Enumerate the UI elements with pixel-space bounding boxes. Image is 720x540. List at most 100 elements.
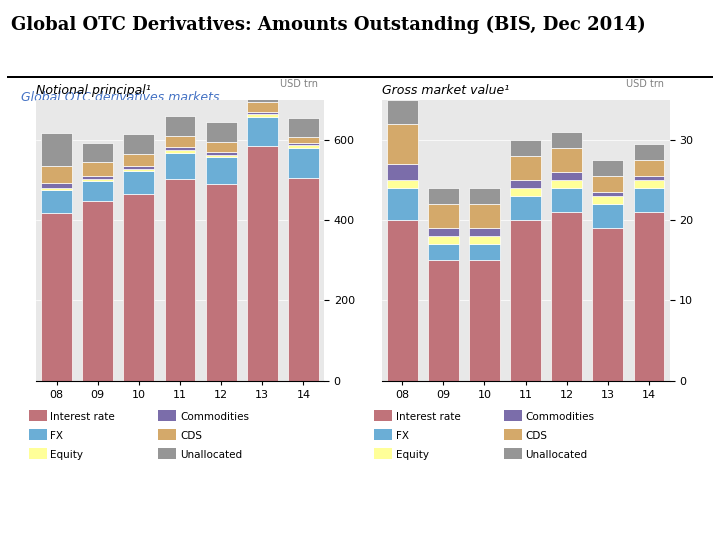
Bar xyxy=(165,147,195,151)
Text: Notional principal¹: Notional principal¹ xyxy=(36,84,150,97)
Bar xyxy=(593,228,624,381)
Bar xyxy=(41,190,72,213)
Bar xyxy=(428,237,459,244)
Text: Gross market value¹: Gross market value¹ xyxy=(382,84,509,97)
Bar xyxy=(634,180,665,188)
Bar xyxy=(288,137,319,143)
Bar xyxy=(123,194,154,381)
Bar xyxy=(247,146,278,381)
Bar xyxy=(634,160,665,176)
Bar xyxy=(288,118,319,137)
Text: USD trn: USD trn xyxy=(626,79,664,89)
Bar xyxy=(247,117,278,146)
Bar xyxy=(510,180,541,188)
Bar xyxy=(469,228,500,237)
Bar xyxy=(510,220,541,381)
Bar xyxy=(165,151,195,153)
Bar xyxy=(510,156,541,180)
Bar xyxy=(552,180,582,188)
Text: Unallocated: Unallocated xyxy=(180,450,242,460)
Bar xyxy=(387,188,418,220)
Bar xyxy=(123,171,154,194)
Bar xyxy=(428,204,459,228)
Bar xyxy=(82,181,113,200)
Bar xyxy=(123,166,154,169)
Text: CDS: CDS xyxy=(526,431,548,441)
Bar xyxy=(634,212,665,381)
Bar xyxy=(206,157,237,184)
Text: Commodities: Commodities xyxy=(180,412,249,422)
Bar xyxy=(634,188,665,212)
Bar xyxy=(387,220,418,381)
Bar xyxy=(510,188,541,196)
Bar xyxy=(41,133,72,166)
Bar xyxy=(206,184,237,381)
Text: Interest rate: Interest rate xyxy=(50,412,115,422)
Bar xyxy=(123,169,154,171)
Bar xyxy=(123,154,154,166)
Bar xyxy=(552,132,582,148)
Bar xyxy=(552,188,582,212)
Bar xyxy=(123,134,154,154)
Text: Global OTC Derivatives: Amounts Outstanding (BIS, Dec 2014): Global OTC Derivatives: Amounts Outstand… xyxy=(11,16,646,35)
Text: USD trn: USD trn xyxy=(280,79,318,89)
Bar xyxy=(41,183,72,188)
Bar xyxy=(247,112,278,114)
Bar xyxy=(82,143,113,163)
Bar xyxy=(552,172,582,180)
Bar xyxy=(82,163,113,176)
Text: Unallocated: Unallocated xyxy=(526,450,588,460)
Bar xyxy=(469,204,500,228)
Bar xyxy=(247,81,278,102)
Bar xyxy=(593,176,624,192)
Bar xyxy=(634,144,665,160)
Text: FX: FX xyxy=(396,431,409,441)
Bar xyxy=(593,204,624,228)
Text: Global OTC derivatives markets: Global OTC derivatives markets xyxy=(22,91,220,104)
Bar xyxy=(247,102,278,112)
Bar xyxy=(165,153,195,179)
Bar xyxy=(288,145,319,148)
Bar xyxy=(165,116,195,136)
Bar xyxy=(387,164,418,180)
Bar xyxy=(593,160,624,176)
Bar xyxy=(469,188,500,204)
Bar xyxy=(288,178,319,381)
Bar xyxy=(634,176,665,180)
Bar xyxy=(428,228,459,237)
Bar xyxy=(428,260,459,381)
Bar xyxy=(82,200,113,381)
Bar xyxy=(428,244,459,260)
Bar xyxy=(469,244,500,260)
Bar xyxy=(387,124,418,164)
Bar xyxy=(552,148,582,172)
Bar xyxy=(165,179,195,381)
Bar xyxy=(593,192,624,196)
Bar xyxy=(593,196,624,204)
Bar xyxy=(510,196,541,220)
Bar xyxy=(387,180,418,188)
Bar xyxy=(206,123,237,141)
Bar xyxy=(165,136,195,147)
Bar xyxy=(288,143,319,145)
Bar xyxy=(288,148,319,178)
Bar xyxy=(247,114,278,117)
Text: Equity: Equity xyxy=(396,450,429,460)
Text: FX: FX xyxy=(50,431,63,441)
Bar xyxy=(387,100,418,124)
Bar xyxy=(82,176,113,179)
Bar xyxy=(82,179,113,181)
Text: CDS: CDS xyxy=(180,431,202,441)
Bar xyxy=(206,152,237,155)
Bar xyxy=(206,141,237,152)
Bar xyxy=(552,212,582,381)
Bar xyxy=(41,188,72,190)
Text: Equity: Equity xyxy=(50,450,84,460)
Text: Interest rate: Interest rate xyxy=(396,412,461,422)
Bar xyxy=(206,155,237,157)
Bar xyxy=(428,188,459,204)
Bar xyxy=(469,237,500,244)
Bar xyxy=(469,260,500,381)
Bar xyxy=(41,166,72,183)
Bar xyxy=(41,213,72,381)
